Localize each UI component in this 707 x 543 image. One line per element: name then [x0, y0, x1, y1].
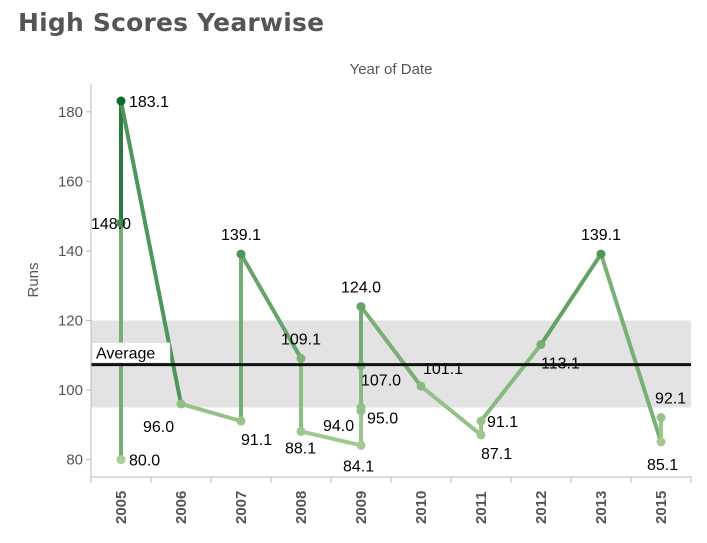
data-point[interactable]	[356, 402, 366, 412]
data-label: 92.1	[655, 391, 686, 408]
data-label: 113.1	[541, 355, 580, 372]
data-label: 124.0	[341, 280, 381, 297]
data-point[interactable]	[536, 339, 546, 349]
y-tick-label: 180	[58, 104, 83, 121]
line-segment	[179, 401, 243, 424]
data-label: 183.1	[129, 94, 169, 111]
data-point[interactable]	[236, 249, 246, 259]
x-tick-label: 2011	[473, 491, 490, 524]
data-label: 91.1	[487, 414, 518, 431]
data-label: 139.1	[221, 227, 261, 244]
line-segment	[539, 252, 603, 347]
x-tick-label: 2007	[233, 491, 250, 524]
data-point[interactable]	[116, 455, 126, 465]
average-label: Average	[91, 342, 171, 363]
x-tick-label: 2015	[653, 491, 670, 524]
data-point[interactable]	[296, 426, 306, 436]
data-point[interactable]	[416, 381, 426, 391]
data-label: 148.0	[91, 216, 131, 233]
x-axis-ticks: 2005 2006 2007 2008 2009 2010 2011 2012 2013 2015	[90, 477, 692, 524]
data-label: 96.0	[143, 419, 174, 436]
line-segment	[599, 252, 663, 444]
data-point[interactable]	[596, 249, 606, 259]
x-tick-label: 2013	[593, 491, 610, 524]
data-point[interactable]	[296, 353, 306, 363]
plot-area	[91, 84, 691, 477]
y-tick-label: 100	[58, 382, 83, 399]
data-point[interactable]	[476, 430, 486, 440]
data-point[interactable]	[116, 218, 126, 228]
data-label: 80.0	[129, 453, 160, 470]
data-label: 94.0	[323, 418, 354, 435]
x-axis-header	[91, 55, 691, 84]
y-tick-label: 140	[58, 243, 83, 260]
average-label-text: Average	[96, 346, 155, 363]
x-tick-label: 2008	[293, 491, 310, 524]
data-label: 101.1	[423, 361, 463, 378]
data-point[interactable]	[236, 416, 246, 426]
x-tick-label: 2010	[413, 491, 430, 524]
data-label: 88.1	[285, 440, 316, 457]
x-tick-label: 2012	[533, 491, 550, 524]
y-tick-label: 120	[58, 312, 83, 329]
data-point[interactable]	[176, 399, 186, 409]
x-tick-label: 2009	[353, 491, 370, 524]
line-segment	[239, 252, 303, 361]
data-point[interactable]	[656, 413, 666, 423]
data-labels: 80.0 148.0 183.1 96.0 91.1 139.1 109.1 88.1 84.1…	[91, 94, 686, 475]
data-label: 109.1	[281, 331, 321, 348]
line-segment	[479, 342, 543, 424]
chart-title: High Scores Yearwise	[18, 8, 325, 37]
line-segment	[299, 429, 363, 448]
data-point[interactable]	[356, 302, 366, 312]
x-tick-label: 2006	[173, 491, 190, 524]
data-point[interactable]	[476, 416, 486, 426]
data-label: 95.0	[367, 410, 398, 427]
data-label: 85.1	[647, 457, 678, 474]
data-point[interactable]	[356, 440, 366, 450]
y-axis-ticks: 80 100 120 140 160 180	[58, 104, 91, 469]
chart-marks	[116, 96, 666, 465]
x-axis-title: Year of Date	[350, 61, 433, 78]
y-axis-title: Runs	[25, 262, 42, 297]
line-segment	[419, 384, 483, 437]
data-label: 84.1	[343, 458, 374, 475]
data-label: 87.1	[481, 446, 512, 463]
data-label: 139.1	[581, 227, 621, 244]
x-tick-label: 2005	[113, 491, 130, 524]
data-label: 107.0	[361, 373, 401, 390]
line-segment	[119, 99, 183, 406]
data-point[interactable]	[656, 437, 666, 447]
data-label: 91.1	[241, 432, 272, 449]
y-tick-label: 80	[66, 452, 83, 469]
y-tick-label: 160	[58, 173, 83, 190]
data-point[interactable]	[116, 96, 126, 106]
line-segment	[359, 304, 423, 389]
